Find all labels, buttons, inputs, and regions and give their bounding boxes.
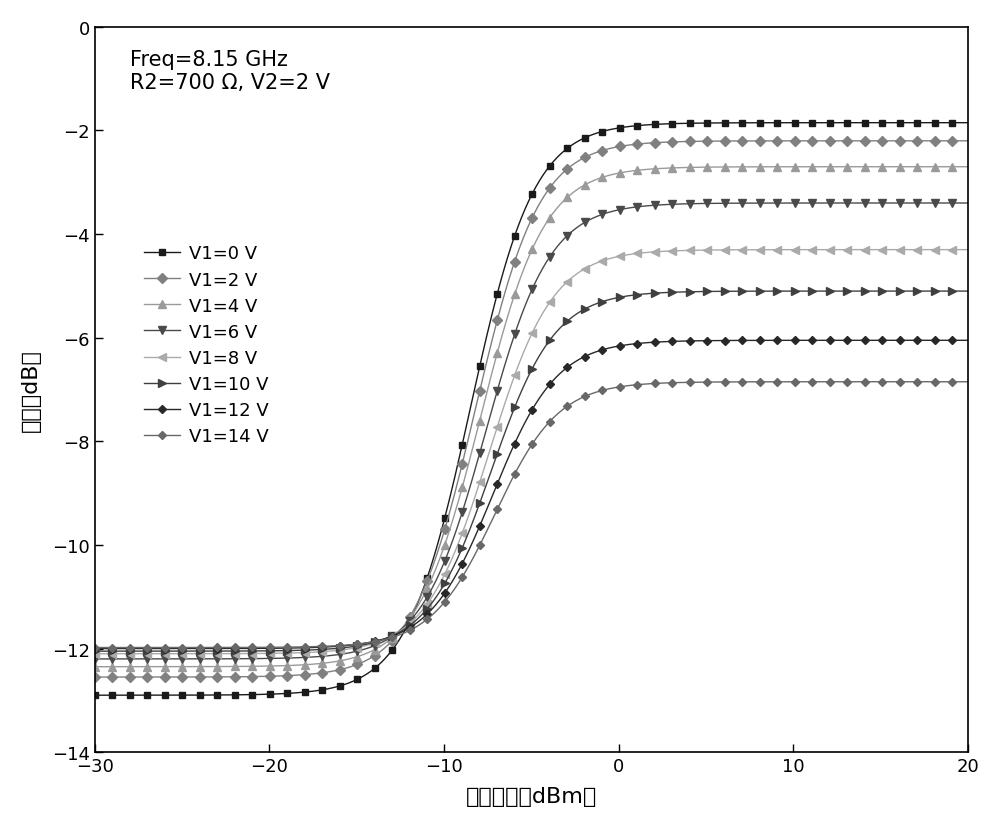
V1=12 V — [89, 644, 101, 654]
Y-axis label: 幅度（dB）: 幅度（dB） — [21, 349, 41, 432]
V1=4 V — [962, 163, 974, 173]
V1=4 V — [804, 163, 816, 173]
V1=2 V — [503, 274, 515, 284]
V1=10 V — [941, 287, 953, 297]
V1=12 V — [561, 363, 573, 373]
V1=6 V — [962, 198, 974, 208]
V1=8 V — [804, 246, 816, 256]
V1=12 V — [941, 336, 953, 346]
V1=0 V — [89, 691, 101, 700]
V1=0 V — [509, 232, 521, 241]
V1=14 V — [804, 377, 816, 387]
V1=12 V — [962, 336, 974, 346]
Line: V1=8 V: V1=8 V — [91, 246, 972, 658]
V1=2 V — [941, 136, 953, 146]
V1=14 V — [89, 643, 101, 653]
V1=0 V — [804, 118, 816, 128]
V1=6 V — [503, 346, 515, 356]
V1=6 V — [608, 207, 620, 217]
V1=6 V — [561, 232, 573, 241]
Line: V1=4 V: V1=4 V — [91, 164, 972, 671]
V1=0 V — [561, 145, 573, 155]
Line: V1=14 V: V1=14 V — [92, 380, 971, 651]
V1=2 V — [608, 143, 620, 153]
Line: V1=10 V: V1=10 V — [91, 288, 972, 656]
V1=2 V — [561, 165, 573, 174]
V1=4 V — [608, 170, 620, 179]
V1=8 V — [608, 253, 620, 263]
V1=14 V — [503, 480, 515, 490]
V1=10 V — [561, 317, 573, 327]
V1=12 V — [608, 342, 620, 352]
V1=14 V — [561, 402, 573, 412]
V1=10 V — [804, 287, 816, 297]
V1=0 V — [962, 118, 974, 128]
V1=0 V — [503, 247, 515, 257]
Legend: V1=0 V, V1=2 V, V1=4 V, V1=6 V, V1=8 V, V1=10 V, V1=12 V, V1=14 V: V1=0 V, V1=2 V, V1=4 V, V1=6 V, V1=8 V, … — [139, 240, 274, 451]
V1=8 V — [503, 385, 515, 395]
V1=10 V — [503, 416, 515, 426]
V1=10 V — [608, 294, 620, 304]
Line: V1=12 V: V1=12 V — [92, 338, 971, 652]
V1=12 V — [804, 336, 816, 346]
V1=6 V — [941, 198, 953, 208]
V1=14 V — [962, 377, 974, 387]
V1=4 V — [89, 662, 101, 672]
V1=2 V — [89, 672, 101, 682]
V1=14 V — [941, 377, 953, 387]
V1=10 V — [89, 647, 101, 657]
V1=6 V — [89, 654, 101, 664]
V1=6 V — [804, 198, 816, 208]
V1=8 V — [561, 277, 573, 287]
V1=4 V — [561, 194, 573, 203]
V1=12 V — [509, 439, 521, 449]
V1=2 V — [962, 136, 974, 146]
V1=0 V — [608, 125, 620, 135]
V1=4 V — [941, 163, 953, 173]
V1=2 V — [509, 257, 521, 267]
Line: V1=6 V: V1=6 V — [91, 199, 972, 663]
V1=14 V — [509, 470, 521, 480]
V1=8 V — [509, 370, 521, 380]
V1=12 V — [503, 451, 515, 461]
V1=0 V — [941, 118, 953, 128]
V1=2 V — [804, 136, 816, 146]
V1=10 V — [509, 403, 521, 413]
V1=8 V — [962, 246, 974, 256]
Line: V1=0 V: V1=0 V — [91, 120, 971, 699]
Text: Freq=8.15 GHz
R2=700 Ω, V2=2 V: Freq=8.15 GHz R2=700 Ω, V2=2 V — [130, 50, 330, 93]
V1=10 V — [962, 287, 974, 297]
V1=6 V — [509, 330, 521, 340]
V1=8 V — [89, 649, 101, 659]
V1=8 V — [941, 246, 953, 256]
V1=14 V — [608, 383, 620, 393]
V1=4 V — [509, 290, 521, 300]
V1=4 V — [503, 306, 515, 316]
X-axis label: 输入功率（dBm）: 输入功率（dBm） — [466, 786, 597, 806]
Line: V1=2 V: V1=2 V — [91, 138, 971, 681]
